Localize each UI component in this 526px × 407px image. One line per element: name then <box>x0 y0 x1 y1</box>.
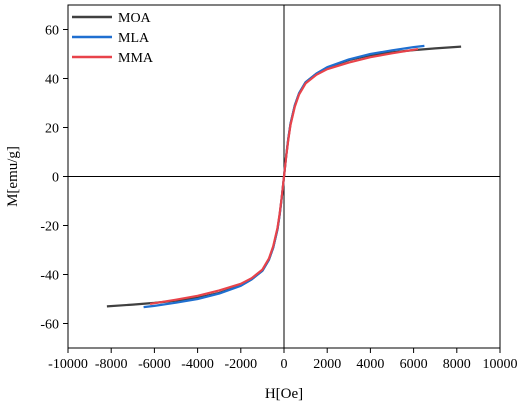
x-tick-label: 6000 <box>400 357 428 372</box>
y-tick-label: 40 <box>45 73 59 88</box>
y-tick-label: -20 <box>40 220 59 235</box>
y-axis-ticks: -60 -40 -20 0 20 40 60 <box>40 24 68 333</box>
x-tick-label: -6000 <box>138 357 171 372</box>
x-tick-label: -10000 <box>48 357 88 372</box>
series-layer <box>106 44 462 309</box>
legend-label-moa: MOA <box>118 11 152 26</box>
x-tick-label: -2000 <box>224 357 257 372</box>
x-axis-title: H[Oe] <box>265 386 303 402</box>
legend: MOA MLA MMA <box>72 11 154 66</box>
x-tick-label: 8000 <box>443 357 471 372</box>
x-axis-ticks: -10000 -8000 -6000 -4000 -2000 0 2000 4000 6000 8… <box>48 348 518 372</box>
y-tick-label: 0 <box>52 171 59 186</box>
series-line-mma <box>149 48 419 305</box>
y-tick-label: -40 <box>40 269 59 284</box>
x-tick-label: 10000 <box>483 357 518 372</box>
x-tick-label: -8000 <box>95 357 128 372</box>
y-tick-label: -60 <box>40 318 59 333</box>
legend-label-mma: MMA <box>118 51 154 66</box>
x-tick-label: 4000 <box>356 357 384 372</box>
x-tick-label: 2000 <box>313 357 341 372</box>
x-tick-label: 0 <box>281 357 288 372</box>
y-axis-title: M[emu/g] <box>5 146 21 207</box>
legend-label-mla: MLA <box>118 31 150 46</box>
y-tick-label: 60 <box>45 24 59 39</box>
y-tick-label: 20 <box>45 122 59 137</box>
x-tick-label: -4000 <box>181 357 214 372</box>
